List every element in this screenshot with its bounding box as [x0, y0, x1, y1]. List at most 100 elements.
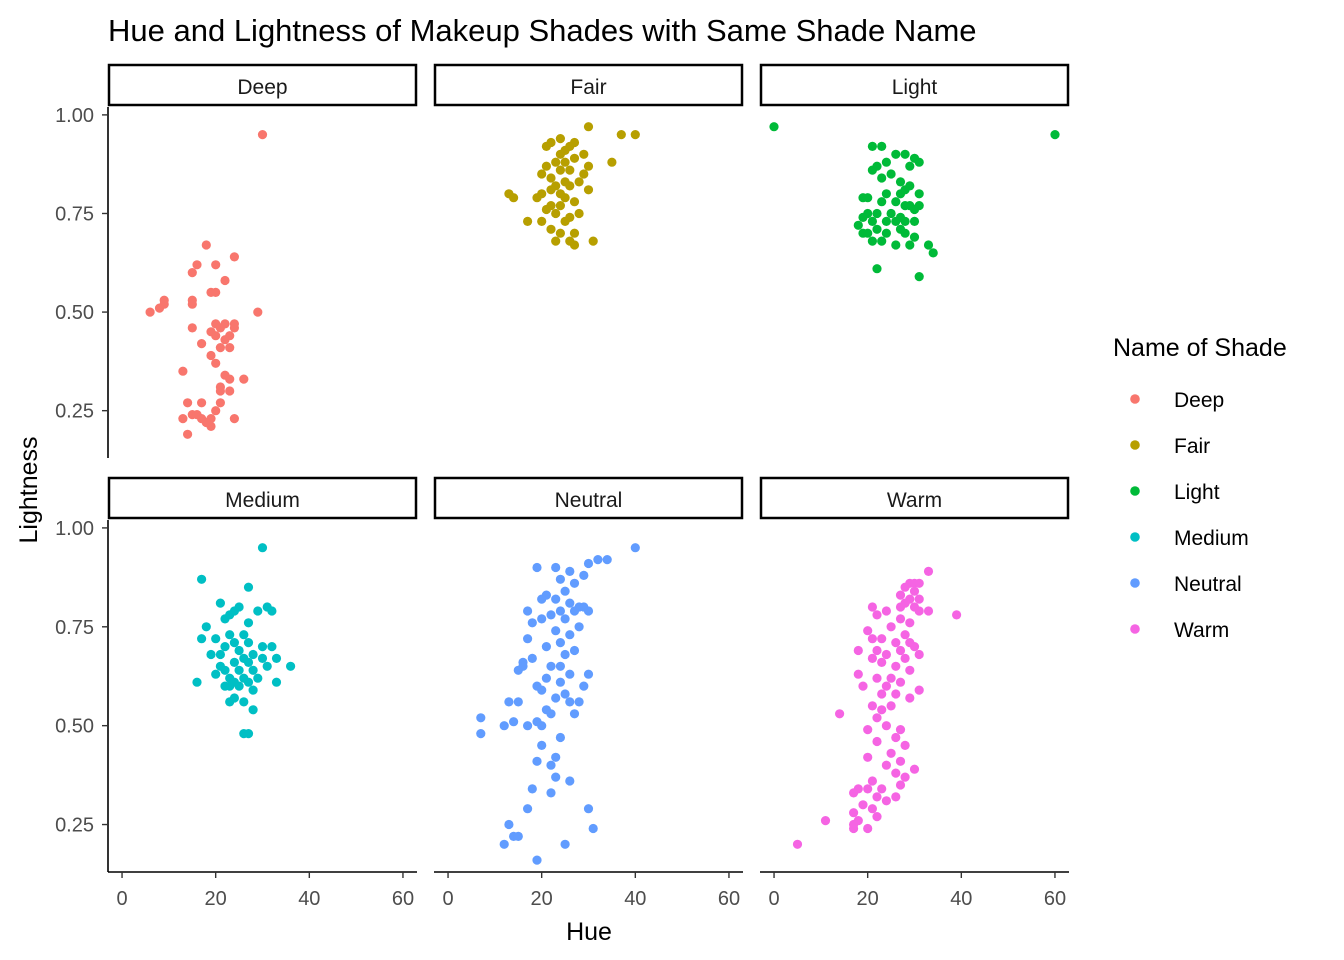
data-point-neutral: [537, 721, 547, 731]
data-point-fair: [537, 169, 547, 179]
panel-fair: Fair: [433, 63, 744, 250]
data-point-neutral: [560, 614, 570, 624]
data-point-neutral: [565, 598, 575, 608]
data-point-neutral: [523, 721, 533, 731]
data-point-warm: [900, 772, 910, 782]
data-point-light: [895, 177, 906, 187]
data-point-neutral: [476, 713, 486, 723]
data-point-neutral: [555, 574, 566, 584]
data-point-neutral: [546, 709, 556, 719]
data-point-fair: [541, 204, 552, 215]
data-point-medium: [267, 642, 277, 652]
data-point-neutral: [513, 665, 523, 675]
data-point-fair: [569, 153, 580, 163]
data-point-medium: [197, 574, 207, 584]
data-point-fair: [555, 228, 566, 238]
data-point-fair: [630, 130, 640, 140]
data-point-neutral: [551, 693, 561, 703]
data-point-fair: [551, 208, 561, 219]
x-tick-label: 60: [1044, 888, 1066, 910]
data-point-warm: [909, 642, 920, 652]
data-point-neutral: [565, 669, 575, 679]
data-point-medium: [234, 645, 244, 656]
data-point-light: [867, 165, 878, 175]
data-point-deep: [211, 406, 221, 416]
data-point-medium: [229, 606, 239, 616]
data-point-medium: [239, 697, 249, 707]
data-point-neutral: [555, 661, 566, 671]
legend-key-neutral: [1130, 578, 1140, 588]
data-point-neutral: [588, 823, 598, 834]
data-point-warm: [863, 725, 873, 735]
data-point-deep: [187, 323, 197, 333]
data-point-warm: [895, 590, 906, 600]
data-point-neutral: [569, 606, 580, 616]
y-tick-label: 1.00: [55, 518, 94, 540]
x-tick-label: 40: [950, 888, 972, 910]
data-point-neutral: [574, 622, 584, 632]
data-point-neutral: [532, 562, 542, 573]
data-point-light: [914, 272, 924, 282]
data-point-fair: [588, 236, 598, 246]
data-point-medium: [243, 677, 254, 687]
data-point-medium: [215, 649, 225, 660]
data-point-warm: [914, 606, 924, 616]
data-point-warm: [877, 689, 887, 699]
data-point-deep: [178, 414, 188, 424]
strip-label: Medium: [225, 489, 300, 512]
data-point-light: [877, 236, 887, 246]
data-point-light: [886, 169, 896, 179]
data-point-medium: [225, 630, 235, 640]
data-point-warm: [872, 812, 882, 822]
x-tick-label: 60: [718, 888, 740, 910]
data-point-light: [923, 240, 934, 250]
legend-key-medium: [1130, 532, 1140, 542]
data-point-light: [881, 189, 892, 199]
data-point-deep: [225, 374, 235, 384]
x-tick-label: 0: [768, 888, 779, 910]
data-point-medium: [220, 614, 230, 624]
data-point-warm: [872, 673, 882, 683]
data-point-medium: [211, 669, 221, 679]
data-point-neutral: [583, 804, 594, 814]
strip-label: Deep: [237, 76, 287, 99]
data-point-warm: [881, 760, 892, 770]
data-point-neutral: [569, 645, 580, 656]
data-point-medium: [243, 729, 254, 739]
data-point-warm: [849, 788, 859, 798]
data-point-light: [881, 228, 892, 238]
data-point-deep: [197, 398, 207, 408]
data-point-warm: [863, 823, 873, 834]
data-point-warm: [923, 566, 934, 577]
data-point-warm: [905, 693, 915, 703]
data-point-warm: [863, 626, 873, 636]
data-point-warm: [914, 649, 924, 660]
data-point-light: [909, 204, 920, 215]
data-point-neutral: [583, 606, 594, 616]
x-tick-label: 0: [116, 888, 127, 910]
data-point-warm: [909, 764, 920, 774]
data-point-light: [858, 212, 868, 222]
legend-key-light: [1130, 486, 1140, 496]
data-point-warm: [867, 804, 878, 814]
data-point-medium: [215, 598, 225, 608]
data-point-fair: [616, 130, 626, 140]
data-point-deep: [211, 358, 221, 368]
data-point-medium: [248, 685, 258, 695]
data-point-neutral: [537, 685, 547, 695]
data-point-warm: [881, 649, 892, 660]
data-point-fair: [560, 216, 570, 226]
y-tick-label: 1.00: [55, 105, 94, 127]
data-point-fair: [546, 173, 556, 183]
data-point-light: [914, 157, 924, 167]
data-point-neutral: [565, 630, 575, 640]
data-point-light: [905, 240, 915, 250]
data-point-neutral: [546, 610, 556, 620]
data-point-medium: [220, 642, 230, 652]
data-point-deep: [220, 335, 230, 345]
data-point-deep: [229, 414, 239, 424]
data-point-neutral: [499, 721, 509, 731]
y-tick-label: 0.25: [55, 401, 94, 423]
data-point-neutral: [560, 649, 570, 660]
data-point-deep: [187, 299, 197, 309]
